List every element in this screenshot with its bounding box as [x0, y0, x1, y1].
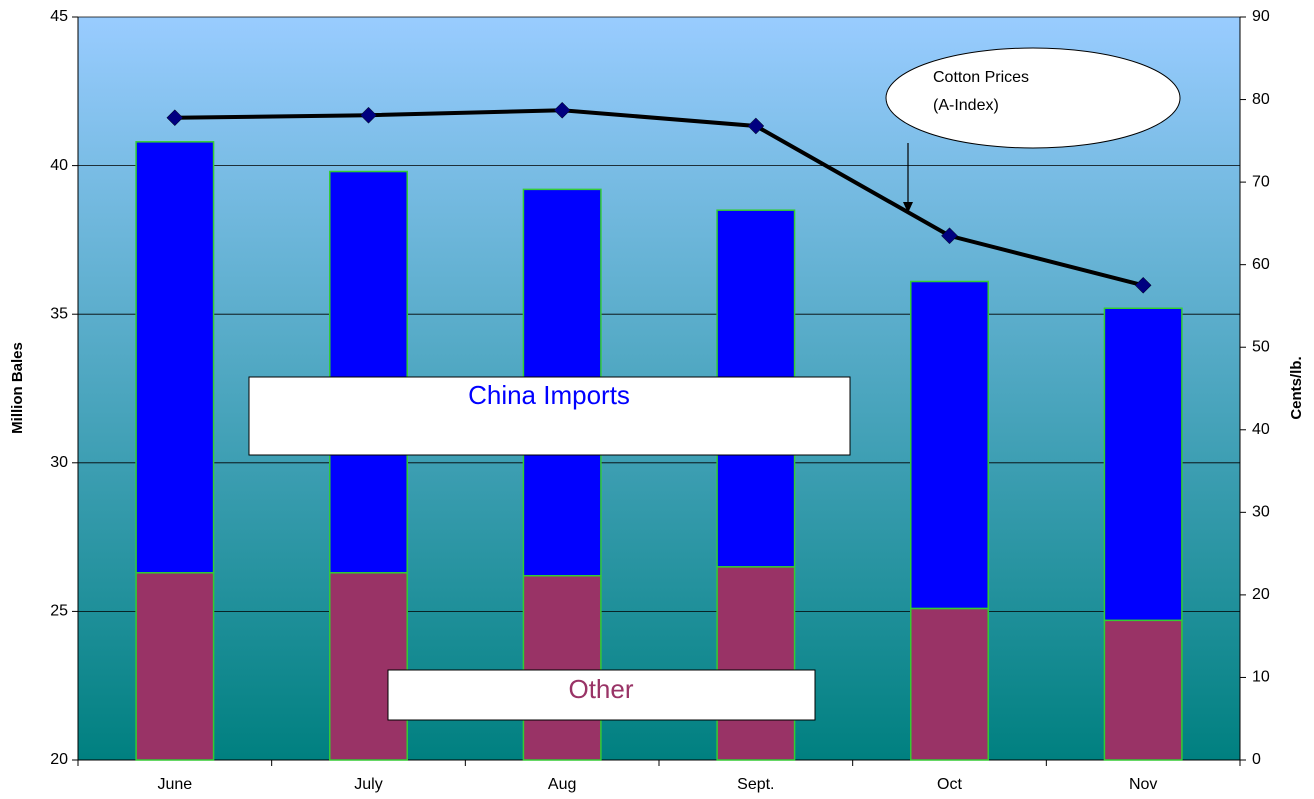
y-tick-label: 35 — [50, 305, 68, 322]
annotation: Cotton Prices — [933, 69, 1029, 86]
callout — [885, 47, 1181, 149]
bar — [135, 141, 215, 574]
x-tick-label: June — [157, 776, 192, 793]
series-label: Other — [568, 674, 633, 704]
bar — [329, 170, 408, 574]
bar — [329, 572, 408, 761]
annotation: (A-Index) — [933, 97, 999, 114]
y2-tick-label: 70 — [1252, 173, 1270, 190]
x-tick-label: Sept. — [737, 776, 774, 793]
y2-tick-label: 50 — [1252, 338, 1270, 355]
annotation-layer: China Imports Other Cotton Prices (A-Ind… — [248, 47, 1181, 721]
bar — [1103, 307, 1183, 622]
y-tick-label: 40 — [50, 157, 68, 174]
marker — [1134, 276, 1152, 294]
y2-tick-label: 0 — [1252, 751, 1261, 768]
bar — [522, 574, 602, 761]
y2-tick-label: 10 — [1252, 669, 1270, 686]
y2-tick-label: 60 — [1252, 256, 1270, 273]
arrow-head — [903, 202, 913, 213]
marker — [941, 227, 958, 245]
y2-tick-label: 40 — [1252, 421, 1270, 438]
bar — [135, 572, 215, 761]
bar — [1103, 619, 1183, 761]
y2-axis-title: Cents/lb. — [1288, 356, 1305, 419]
x-tick-label: Oct — [937, 776, 962, 793]
x-tick-label: July — [354, 776, 382, 793]
x-tick-label: Nov — [1129, 776, 1157, 793]
y-axis-title: Million Bales — [9, 342, 26, 434]
y-tick-label: 45 — [50, 8, 68, 25]
y2-tick-label: 20 — [1252, 586, 1270, 603]
marker — [166, 109, 184, 127]
y2-tick-label: 90 — [1252, 8, 1270, 25]
label-box — [248, 376, 851, 456]
bar — [910, 280, 989, 610]
y-tick-label: 30 — [50, 454, 68, 471]
marker — [747, 117, 765, 135]
line — [174, 108, 1144, 288]
y-tick-label: 20 — [50, 751, 68, 768]
marker — [553, 101, 571, 119]
y2-tick-label: 30 — [1252, 504, 1270, 521]
bar — [716, 566, 796, 761]
x-tick-label: Aug — [548, 776, 576, 793]
bar — [910, 607, 989, 761]
label-box — [387, 669, 816, 721]
y2-tick-label: 80 — [1252, 91, 1270, 108]
series-label: China Imports — [468, 380, 630, 410]
plot-layer: 20 25 30 35 40 45 0 10 20 30 40 50 60 70 80 90 June July A… — [50, 8, 1270, 793]
y-tick-label: 25 — [50, 603, 68, 620]
marker — [360, 106, 377, 124]
